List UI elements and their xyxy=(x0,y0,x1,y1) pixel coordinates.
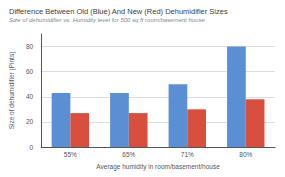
svg-text:Difference Between Old (Blue): Difference Between Old (Blue) And New (R… xyxy=(9,7,228,16)
svg-text:Size of dehumidifier (Pints): Size of dehumidifier (Pints) xyxy=(8,52,16,130)
svg-text:40: 40 xyxy=(26,93,34,100)
svg-text:65%: 65% xyxy=(122,151,135,158)
svg-text:20: 20 xyxy=(26,118,34,125)
svg-text:80%: 80% xyxy=(239,151,252,158)
svg-text:55%: 55% xyxy=(64,151,77,158)
svg-text:80: 80 xyxy=(26,43,34,50)
svg-text:Size of dehumidifier vs. Humid: Size of dehumidifier vs. Humidity level … xyxy=(9,17,205,23)
svg-text:0: 0 xyxy=(30,144,34,151)
svg-text:71%: 71% xyxy=(181,151,194,158)
svg-text:Average humidity in room/basem: Average humidity in room/basement/house xyxy=(96,163,220,171)
svg-text:60: 60 xyxy=(26,68,34,75)
